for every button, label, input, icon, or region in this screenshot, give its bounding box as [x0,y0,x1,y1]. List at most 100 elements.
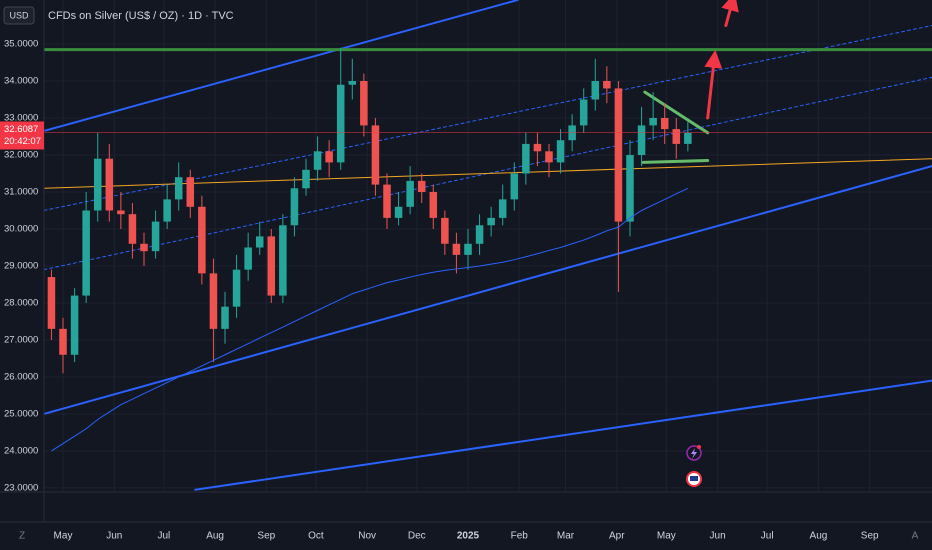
x-tick-label: May [54,531,73,542]
x-tick-label: Nov [358,531,376,542]
y-tick-label: 26.0000 [4,371,38,382]
candle-body [406,180,414,207]
candle-body [47,277,56,329]
candle-body [522,143,530,174]
x-tick-label: Apr [609,531,625,542]
event-bolt [691,448,697,459]
candle-body [59,328,67,355]
candle-body [209,273,218,329]
candle-body [128,214,137,244]
flag [690,476,698,481]
candle-body [348,81,357,85]
candle-body [371,125,380,185]
candle-body [198,206,206,274]
candle-body [313,151,322,170]
candle-body [464,243,472,255]
candle-body [336,84,345,163]
candle-body [163,199,171,222]
auto-button[interactable]: A [912,531,919,542]
trend-line [643,90,710,135]
y-tick-label: 29.0000 [4,260,38,271]
candle-body [649,118,657,126]
candle-body [475,225,484,244]
x-tick-label: Sep [257,531,275,542]
x-tick-label: Feb [511,531,529,542]
candle-body [232,269,241,307]
x-tick-label: Dec [408,531,426,542]
candle-body [244,247,252,270]
candle-body [626,154,634,222]
event-dot [697,445,701,449]
candle-body [174,177,183,200]
candle-body [545,151,553,163]
candle-body [383,184,391,218]
x-tick-label: Oct [308,531,324,542]
moving-average [51,187,689,452]
candle-body [105,158,114,211]
candle-body [498,199,507,218]
candle-body [429,191,438,218]
x-tick-label: Aug [206,531,224,542]
zoom-button[interactable]: Z [19,531,25,542]
candle-body [82,210,90,296]
chart-title: CFDs on Silver (US$ / OZ) · 1D · TVC [48,10,234,22]
candle-body [510,173,519,200]
trend-line [44,76,932,271]
x-tick-label: Jul [761,531,774,542]
y-tick-label: 25.0000 [4,408,38,419]
currency[interactable]: USD [9,10,29,20]
candle-body [140,243,148,252]
trend-line [194,379,932,491]
candle-body [290,188,299,226]
candle-body [186,177,195,207]
time-axis-bar [0,522,932,550]
candle-body [672,129,681,144]
candle-body [660,118,669,130]
candle-body [70,295,79,355]
candle-body [255,236,264,248]
x-tick-label: Sep [861,531,879,542]
candle-body [302,169,310,189]
candle-body [556,140,565,163]
x-tick-label: Jul [157,531,170,542]
candle-body [579,99,588,126]
candle-body [360,81,368,126]
candle-body [394,206,403,218]
candle-body [151,221,160,252]
y-tick-label: 28.0000 [4,297,38,308]
currency-box[interactable] [3,6,35,25]
y-tick-label: 34.0000 [4,76,38,87]
x-tick-label: Mar [557,531,575,542]
candle-body [117,210,125,215]
trend-line [641,159,710,164]
x-tick-label: Jun [106,531,122,542]
y-tick-label: 30.0000 [4,223,38,234]
x-tick-label: May [657,531,676,542]
candle-body [417,180,426,192]
candle-body [614,88,623,222]
countdown: 20:42:07 [4,136,41,147]
y-tick-label: 32.0000 [4,150,38,161]
x-tick-label: Jun [710,531,726,542]
candle-body [279,225,287,296]
candle-body [533,143,542,152]
candle-body [487,217,495,226]
y-tick-label: 23.0000 [4,482,38,493]
candle-body [591,81,600,100]
candle-body [684,132,692,144]
y-tick-label: 33.0000 [4,113,38,124]
candle-body [637,125,646,155]
x-tick-label: Aug [810,531,828,542]
x-tick-label: 2025 [457,531,480,542]
y-tick-label: 35.0000 [4,39,38,50]
event-icons[interactable] [686,445,702,487]
last-price-box [0,121,44,150]
trend-line [44,0,519,132]
y-tick-label: 31.0000 [4,187,38,198]
arrow [721,0,739,28]
last-price-label: 32.6087 [4,124,38,135]
grid [44,0,932,492]
